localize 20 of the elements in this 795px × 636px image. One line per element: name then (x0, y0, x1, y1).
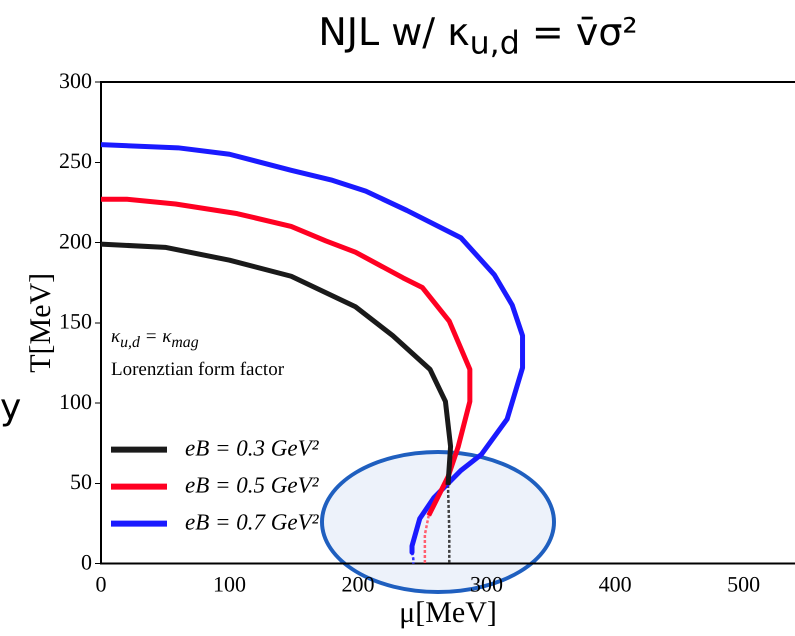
y-tick-label: 0 (81, 549, 92, 574)
y-tick-label: 100 (59, 388, 92, 414)
y-tick-label: 200 (59, 228, 92, 254)
chart-title: NJL w/ κ$_{u,d}$ = v̄σ² (317, 10, 639, 62)
x-tick-label: 200 (342, 572, 375, 597)
legend-label: eB = 0.3 GeV² (185, 436, 320, 461)
x-axis-title: μ[MeV] (399, 596, 497, 629)
text: y (0, 387, 22, 428)
y-tick-label: 150 (59, 308, 92, 334)
y-axis-title: T[MeV] (24, 272, 57, 373)
x-tick-label: 100 (213, 572, 246, 597)
x-tick-label: 500 (727, 572, 760, 597)
y-tick-label: 50 (70, 469, 92, 494)
annotation: κ$_{u,d}$ = κ$_{mag}$ (111, 326, 199, 352)
y-tick-label: 250 (59, 148, 92, 174)
legend-label: eB = 0.7 GeV² (185, 510, 320, 535)
legend-label: eB = 0.5 GeV² (185, 472, 320, 498)
x-tick-label: 400 (598, 572, 632, 597)
y-tick-label: 300 (59, 68, 92, 93)
annotation: Lorenztian form factor (111, 358, 284, 381)
